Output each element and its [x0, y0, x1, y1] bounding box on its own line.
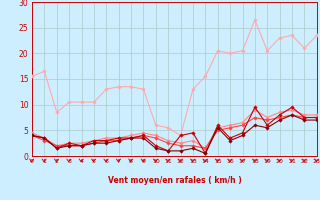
X-axis label: Vent moyen/en rafales ( km/h ): Vent moyen/en rafales ( km/h ): [108, 176, 241, 185]
